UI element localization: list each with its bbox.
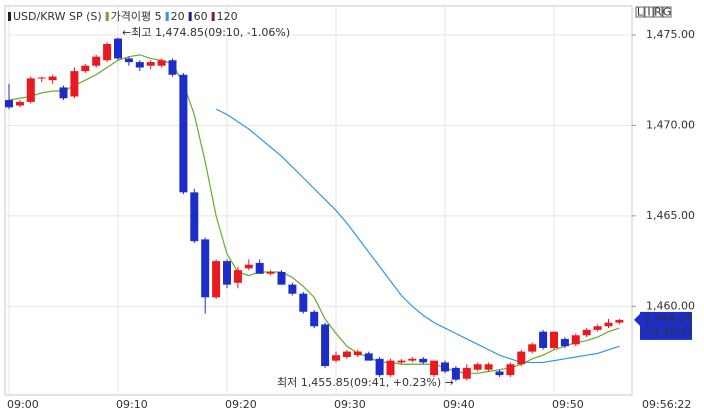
candle-body xyxy=(103,43,112,61)
x-tick-label: 09:00 xyxy=(7,398,39,411)
candle-body xyxy=(397,360,406,363)
candle-body xyxy=(59,87,68,99)
candle-body xyxy=(353,351,362,356)
candle-body xyxy=(223,261,231,285)
candle-body xyxy=(342,351,351,358)
candle-body xyxy=(190,192,199,242)
control-label[interactable]: G xyxy=(663,6,672,19)
candle-body xyxy=(81,65,90,72)
candle-body xyxy=(157,60,166,66)
legend-swatch xyxy=(211,12,215,21)
candle-body xyxy=(233,270,242,283)
last-price-label: 1,459.25 xyxy=(644,312,693,325)
moving-average-line xyxy=(215,108,620,364)
candle-body xyxy=(26,78,35,102)
x-tick-label: 09:10 xyxy=(116,398,148,411)
candle-body xyxy=(244,264,253,269)
candle-body xyxy=(528,344,537,352)
candle-body xyxy=(506,364,515,376)
candle-body xyxy=(299,293,308,312)
candle-body xyxy=(37,77,46,79)
legend-swatch xyxy=(8,12,11,21)
legend-label: USD/KRW SP (S) xyxy=(13,10,102,23)
candle-body xyxy=(364,353,373,361)
x-tick-label: 09:30 xyxy=(334,398,366,411)
control-button[interactable] xyxy=(644,6,654,18)
x-tick-label: 09:40 xyxy=(443,398,475,411)
y-tick-label: 1,465.00 xyxy=(646,209,695,222)
candle-body xyxy=(473,364,482,370)
candle-body xyxy=(15,101,24,106)
candle-body xyxy=(451,367,460,380)
candle-body xyxy=(310,311,319,327)
candle-body xyxy=(124,58,133,63)
candle-body xyxy=(92,56,101,66)
control-button[interactable] xyxy=(653,6,663,18)
candle-body xyxy=(375,358,384,376)
candle-body xyxy=(168,60,177,75)
candle-body xyxy=(386,360,395,376)
legend-label: 60 xyxy=(194,10,208,23)
current-time: 09:56:22 xyxy=(642,398,691,411)
candle-body xyxy=(604,322,613,327)
candle-body xyxy=(266,271,275,274)
high-annotation: ←최고 1,474.85(09:10, -1.06%) xyxy=(122,26,290,39)
candle-body xyxy=(430,360,439,376)
candle-body xyxy=(560,338,569,347)
candle-body xyxy=(288,284,297,294)
candle-body xyxy=(114,38,122,59)
y-tick-label: 1,470.00 xyxy=(646,118,695,131)
control-button[interactable] xyxy=(635,6,645,18)
candle-body xyxy=(419,358,428,363)
candle-body xyxy=(517,351,526,365)
candle-body xyxy=(582,329,591,336)
candle-body xyxy=(539,331,548,348)
candle-body xyxy=(48,76,57,81)
last-price-pointer xyxy=(634,313,640,326)
low-annotation: 최저 1,455.85(09:41, +0.23%) → xyxy=(277,376,454,389)
legend-label: 20 xyxy=(171,10,185,23)
y-tick-label: 1,460.00 xyxy=(646,299,695,312)
x-tick-label: 09:20 xyxy=(225,398,257,411)
y-tick-label: 1,475.00 xyxy=(646,28,695,41)
moving-average-line xyxy=(8,54,620,374)
candle-body xyxy=(277,271,286,285)
x-tick-label: 09:50 xyxy=(552,398,584,411)
candle-body xyxy=(571,335,580,345)
candle-body xyxy=(146,62,155,66)
control-label[interactable]: L xyxy=(637,6,644,19)
legend-swatch xyxy=(105,12,109,21)
candle-body xyxy=(615,319,624,323)
candle-body xyxy=(135,62,144,68)
candle-body xyxy=(332,355,340,361)
legend-label: 가격이평 5 xyxy=(111,10,162,23)
candle-body xyxy=(5,100,13,108)
legend-label: 120 xyxy=(217,10,238,23)
control-label[interactable]: R xyxy=(654,6,662,19)
legend-swatch xyxy=(165,12,169,21)
candle-body xyxy=(495,371,504,376)
candle-body xyxy=(321,324,330,367)
control-label[interactable]: I xyxy=(647,6,650,19)
legend-swatch xyxy=(188,12,192,21)
last-price-change: (-0.46%) xyxy=(644,325,692,338)
last-price-box xyxy=(640,311,692,340)
candle-body xyxy=(255,262,264,274)
candle-body xyxy=(70,71,79,97)
candle-body xyxy=(462,367,471,379)
candle-body xyxy=(201,239,210,298)
candle-body xyxy=(212,261,221,298)
candle-body xyxy=(408,358,417,361)
candle-body xyxy=(593,326,602,330)
candle-body xyxy=(441,362,449,372)
candle-body xyxy=(484,364,493,370)
control-button[interactable] xyxy=(662,6,672,18)
candle-body xyxy=(179,74,188,193)
candle-body xyxy=(550,331,558,348)
